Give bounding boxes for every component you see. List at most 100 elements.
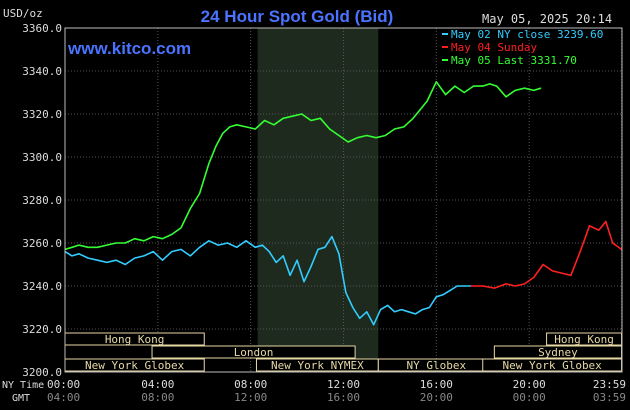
x-tick-ny: 08:00: [234, 378, 267, 391]
legend-last: May 05 Last 3331.70: [451, 54, 577, 67]
series-point: [454, 85, 456, 87]
series-point: [373, 324, 375, 326]
series-point: [289, 274, 291, 276]
series-point: [463, 285, 465, 287]
series-point: [338, 253, 340, 255]
x-tick-ny: 12:00: [327, 378, 360, 391]
series-point: [386, 304, 389, 306]
session-label: London: [234, 346, 274, 359]
series-point: [303, 281, 305, 283]
series-point: [143, 255, 145, 257]
series-point: [375, 137, 377, 139]
series-point: [482, 85, 484, 87]
series-point: [180, 248, 182, 251]
legend: May 02 NY close 3239.60 May 04 Sunday Ma…: [442, 28, 603, 67]
series-point: [78, 253, 80, 255]
legend-ny-close: May 02 NY close 3239.60: [451, 28, 603, 41]
price-series-lines: [64, 81, 623, 326]
ny-time-label: NY Time: [2, 380, 44, 391]
y-tick-label: 3360.0: [22, 22, 62, 35]
series-point: [551, 270, 553, 272]
series-point: [347, 141, 349, 143]
series-point: [419, 109, 421, 111]
series-point: [514, 89, 516, 91]
timestamp: May 05, 2025 20:14: [482, 12, 612, 26]
series-point: [124, 242, 126, 244]
series-point: [143, 240, 145, 242]
series-point: [426, 100, 428, 102]
series-point: [523, 283, 526, 285]
series-point: [222, 132, 224, 134]
series-point: [523, 87, 526, 89]
y-tick-label: 3240.0: [22, 280, 62, 293]
series-point: [87, 246, 89, 248]
session-bar: [151, 345, 356, 359]
x-tick-gmt: 08:00: [141, 391, 174, 404]
series-point: [254, 246, 256, 248]
series-point: [106, 261, 108, 263]
series-point: [96, 246, 99, 248]
series-point: [463, 91, 465, 94]
series-point: [514, 285, 516, 287]
series-point: [540, 87, 542, 89]
series-point: [226, 242, 229, 244]
series-point: [189, 255, 191, 257]
series-point: [561, 272, 563, 274]
series-point: [449, 289, 451, 291]
session-label: Hong Kong: [554, 333, 614, 346]
series-point: [366, 311, 368, 313]
series-point: [124, 263, 126, 266]
series-point: [328, 128, 331, 130]
series-point: [245, 126, 247, 128]
market-session-bars: Hong Kong London New York Globex New York N…: [64, 332, 623, 372]
series-point: [435, 296, 437, 298]
series-point: [87, 257, 89, 259]
series-point: [317, 248, 319, 251]
y-tick-label: 3220.0: [22, 323, 62, 336]
x-tick-ny: 23:59: [593, 378, 626, 391]
series-point: [598, 229, 600, 231]
series-point: [359, 317, 361, 319]
series-point: [161, 238, 164, 240]
series-point: [199, 192, 201, 195]
series-point: [215, 145, 217, 147]
legend-sunday: May 04 Sunday: [451, 41, 537, 54]
x-axis-tick-labels: 00:0004:0004:0008:0008:0012:0012:0016:00…: [47, 378, 626, 404]
series-point: [275, 261, 277, 263]
series-point: [282, 117, 284, 119]
series-point: [71, 255, 73, 257]
series-point: [605, 220, 607, 223]
series-point: [482, 285, 484, 287]
y-tick-label: 3280.0: [22, 194, 62, 207]
series-point: [152, 235, 154, 238]
series-point: [208, 240, 210, 242]
series-point: [345, 291, 347, 294]
session-label: New York Globex: [85, 359, 185, 372]
series-point: [254, 128, 256, 130]
series-point: [403, 126, 405, 128]
series-point: [400, 309, 403, 311]
series-point: [282, 255, 284, 257]
series-point: [393, 128, 396, 130]
series-point: [261, 244, 263, 246]
series-point: [263, 119, 266, 122]
session-label: New York NYMEX: [271, 359, 364, 372]
chart-title: 24 Hour Spot Gold (Bid): [201, 7, 394, 26]
y-tick-label: 3260.0: [22, 237, 62, 250]
series-point: [161, 259, 164, 261]
series-point: [217, 244, 219, 246]
series-point: [134, 257, 136, 259]
series-point: [319, 117, 321, 119]
y-axis-unit: USD/oz: [3, 7, 43, 20]
series-point: [152, 251, 154, 253]
gmt-label: GMT: [12, 393, 30, 404]
series-point: [384, 134, 386, 137]
series-point: [489, 83, 491, 85]
series-point: [71, 246, 73, 248]
series-point: [301, 113, 303, 115]
y-tick-label: 3340.0: [22, 65, 62, 78]
x-tick-ny: 00:00: [47, 378, 80, 391]
series-point: [542, 263, 544, 266]
x-tick-gmt: 16:00: [327, 391, 360, 404]
series-point: [612, 242, 614, 244]
